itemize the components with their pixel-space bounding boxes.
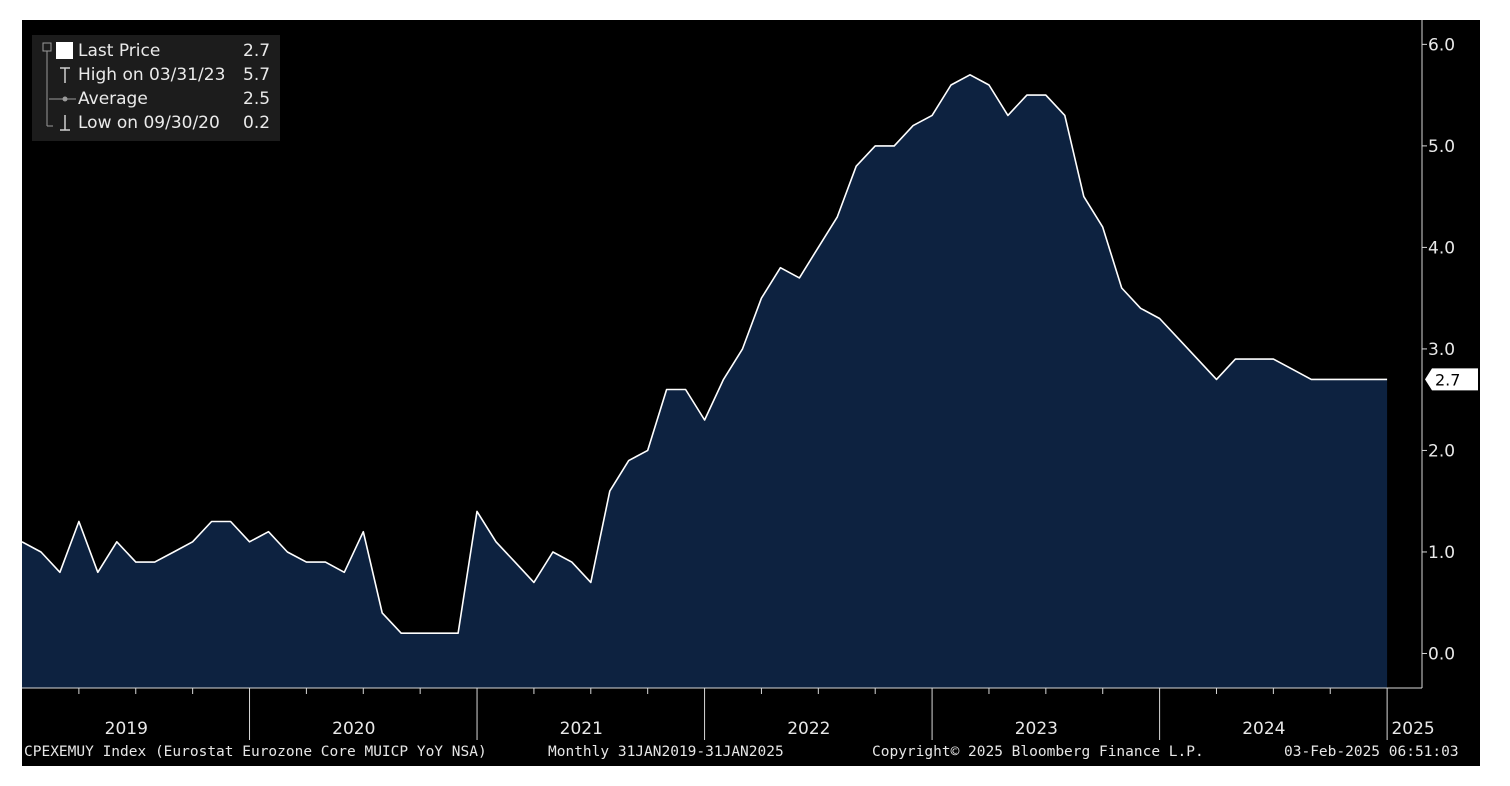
- legend-value: 5.7: [243, 65, 271, 85]
- footer-index-name: CPEXEMUY Index (Eurostat Eurozone Core M…: [24, 744, 487, 760]
- y-tick-label: 0.0: [1428, 644, 1455, 664]
- chart-svg: 0.0 1.0 2.0 3.0 4.0 5.0 6.0 2.7 2019 2020 2021 2022…: [22, 20, 1478, 740]
- y-tick-label: 5.0: [1428, 137, 1455, 157]
- legend-value: 0.2: [243, 113, 271, 133]
- x-tick-label: 2019: [105, 719, 148, 739]
- last-value-label: 2.7: [1435, 370, 1460, 389]
- legend-label: Last Price: [78, 41, 161, 61]
- legend-value: 2.5: [243, 89, 271, 109]
- legend-label: High on 03/31/23: [78, 65, 226, 85]
- last-value-marker: [1425, 368, 1478, 391]
- series-line: [22, 74, 1388, 634]
- y-tick-label: 1.0: [1428, 543, 1455, 563]
- footer-period: Monthly 31JAN2019-31JAN2025: [548, 744, 784, 760]
- chart-frame: 0.0 1.0 2.0 3.0 4.0 5.0 6.0 2.7 2019 2020 2021 2022…: [22, 20, 1480, 766]
- chart-legend: Last Price 2.7 High on 03/31/23 5.7 Aver…: [32, 35, 280, 141]
- y-tick-label: 3.0: [1428, 340, 1455, 360]
- filled-square-icon: [42, 42, 73, 63]
- x-tick-label: 2025: [1391, 719, 1434, 739]
- area-fill: [22, 74, 1388, 689]
- legend-item-high: High on 03/31/23 5.7: [32, 63, 280, 87]
- x-tick-label: 2022: [787, 719, 830, 739]
- x-tick-label: 2020: [332, 719, 375, 739]
- y-tick-label: 2.0: [1428, 441, 1455, 461]
- legend-item-low: Low on 09/30/20 0.2: [32, 111, 280, 135]
- footer-timestamp: 03-Feb-2025 06:51:03: [1284, 744, 1459, 760]
- high-marker-icon: [46, 63, 70, 87]
- footer-copyright: Copyright© 2025 Bloomberg Finance L.P.: [872, 744, 1204, 760]
- x-tick-label: 2021: [560, 719, 603, 739]
- chart-footer: CPEXEMUY Index (Eurostat Eurozone Core M…: [22, 742, 1480, 766]
- x-tick-label: 2023: [1015, 719, 1058, 739]
- legend-label: Average: [78, 89, 148, 109]
- x-tick-label: 2024: [1242, 719, 1285, 739]
- legend-value: 2.7: [243, 41, 271, 61]
- y-tick-label: 6.0: [1428, 35, 1455, 55]
- average-marker-icon: [46, 87, 76, 111]
- legend-item-last-price: Last Price 2.7: [32, 39, 280, 63]
- legend-item-average: Average 2.5: [32, 87, 280, 111]
- legend-label: Low on 09/30/20: [78, 113, 220, 133]
- y-tick-label: 4.0: [1428, 238, 1455, 258]
- low-marker-icon: [46, 111, 70, 131]
